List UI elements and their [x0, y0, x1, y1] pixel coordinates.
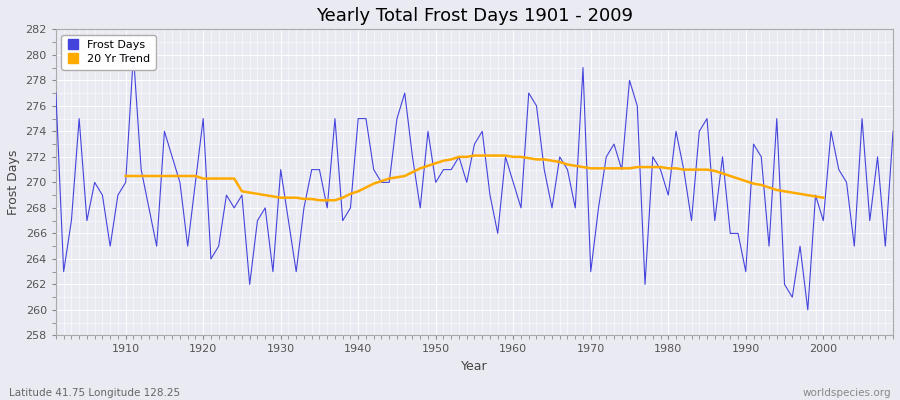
- Line: 20 Yr Trend: 20 Yr Trend: [126, 156, 824, 200]
- 20 Yr Trend: [469, 153, 480, 158]
- 20 Yr Trend: [121, 174, 131, 178]
- X-axis label: Year: Year: [461, 360, 488, 373]
- 20 Yr Trend: [314, 198, 325, 203]
- Line: Frost Days: Frost Days: [56, 55, 893, 310]
- Frost Days: [128, 52, 139, 57]
- Frost Days: [887, 129, 898, 134]
- 20 Yr Trend: [724, 174, 735, 178]
- Frost Days: [50, 91, 61, 96]
- 20 Yr Trend: [818, 195, 829, 200]
- Frost Days: [516, 206, 526, 210]
- 20 Yr Trend: [205, 176, 216, 181]
- 20 Yr Trend: [810, 194, 821, 199]
- Frost Days: [508, 180, 518, 185]
- Frost Days: [291, 269, 302, 274]
- Legend: Frost Days, 20 Yr Trend: Frost Days, 20 Yr Trend: [61, 35, 156, 70]
- Y-axis label: Frost Days: Frost Days: [7, 150, 20, 215]
- Text: Latitude 41.75 Longitude 128.25: Latitude 41.75 Longitude 128.25: [9, 388, 180, 398]
- Title: Yearly Total Frost Days 1901 - 2009: Yearly Total Frost Days 1901 - 2009: [316, 7, 633, 25]
- Frost Days: [803, 308, 814, 312]
- 20 Yr Trend: [299, 196, 310, 201]
- Frost Days: [338, 218, 348, 223]
- Text: worldspecies.org: worldspecies.org: [803, 388, 891, 398]
- Frost Days: [112, 193, 123, 198]
- 20 Yr Trend: [283, 195, 293, 200]
- Frost Days: [608, 142, 619, 146]
- 20 Yr Trend: [539, 157, 550, 162]
